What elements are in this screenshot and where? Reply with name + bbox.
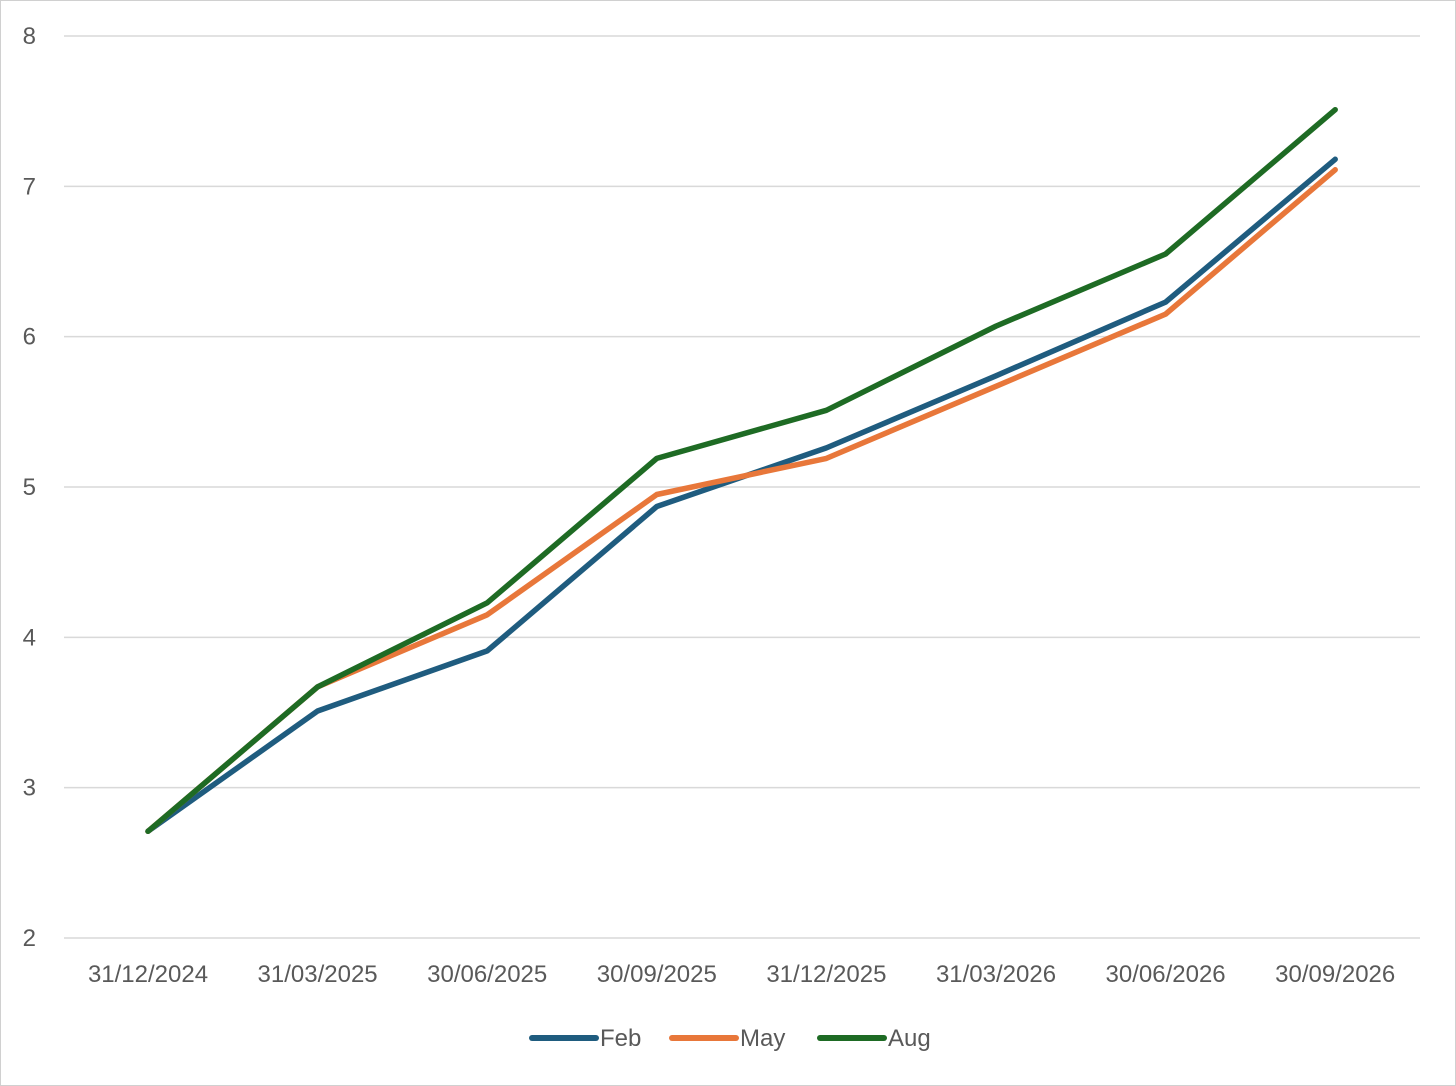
y-axis-tick-labels: 2 3 4 5 6 7 8 — [23, 23, 36, 952]
y-tick-label: 3 — [23, 775, 36, 802]
x-tick-label: 31/03/2026 — [936, 961, 1056, 988]
legend: Feb May Aug — [529, 1025, 931, 1052]
x-tick-label: 30/09/2026 — [1275, 961, 1395, 988]
x-tick-label: 30/06/2025 — [427, 961, 547, 988]
y-tick-label: 6 — [23, 324, 36, 351]
series-lines — [145, 106, 1338, 835]
x-tick-label: 31/12/2024 — [88, 961, 208, 988]
legend-label-may: May — [740, 1025, 785, 1052]
x-tick-label: 30/09/2025 — [597, 961, 717, 988]
y-tick-label: 5 — [23, 474, 36, 501]
gridlines — [64, 35, 1420, 939]
legend-label-feb: Feb — [600, 1025, 641, 1052]
x-tick-label: 31/03/2025 — [258, 961, 378, 988]
y-tick-label: 7 — [23, 173, 36, 200]
x-tick-label: 30/06/2026 — [1106, 961, 1226, 988]
legend-label-aug: Aug — [888, 1025, 931, 1052]
x-tick-label: 31/12/2025 — [766, 961, 886, 988]
y-tick-label: 2 — [23, 925, 36, 952]
y-tick-label: 8 — [23, 23, 36, 50]
x-axis-tick-labels: 31/12/2024 31/03/2025 30/06/2025 30/09/2025… — [88, 961, 1395, 988]
series-line-may — [145, 167, 1338, 835]
series-line-aug — [145, 106, 1338, 835]
y-tick-label: 4 — [23, 624, 36, 651]
